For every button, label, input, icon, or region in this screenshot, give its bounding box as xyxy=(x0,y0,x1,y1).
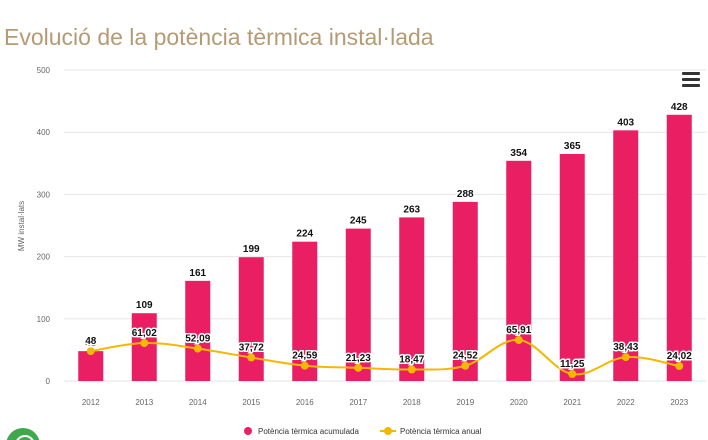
y-axis-label: MW instal·lats xyxy=(17,201,26,251)
x-tick-label: 2017 xyxy=(349,398,367,407)
line-point[interactable] xyxy=(354,363,363,372)
bar-data-label: 263 xyxy=(403,204,420,215)
y-tick-label: 300 xyxy=(37,190,51,199)
bar-data-label: 161 xyxy=(189,268,206,279)
bar-series xyxy=(78,114,692,381)
x-tick-label: 2023 xyxy=(670,398,688,407)
bar-data-label: 428 xyxy=(671,102,688,113)
chart-legend: Potència tèrmica acumulada Potència tèrm… xyxy=(244,427,482,436)
x-tick-label: 2022 xyxy=(617,398,635,407)
legend-line-dot[interactable] xyxy=(384,427,392,435)
line-data-label: 21,23 xyxy=(346,353,371,364)
legend-bar-marker[interactable] xyxy=(244,427,252,435)
line-data-label: 24,02 xyxy=(667,351,692,362)
line-data-label: 61,02 xyxy=(132,328,157,339)
bar[interactable] xyxy=(185,280,211,381)
bar-data-label: 224 xyxy=(296,229,313,240)
x-tick-label: 2016 xyxy=(296,398,314,407)
line-point[interactable] xyxy=(140,339,149,348)
bar-data-label: 109 xyxy=(136,300,153,311)
bar[interactable] xyxy=(506,160,532,381)
x-tick-label: 2014 xyxy=(189,398,207,407)
hamburger-menu-icon[interactable] xyxy=(682,72,700,88)
bar[interactable] xyxy=(345,228,371,381)
x-tick-label: 2012 xyxy=(82,398,100,407)
line-series-points xyxy=(86,336,684,379)
line-point[interactable] xyxy=(621,353,630,362)
x-tick-label: 2013 xyxy=(135,398,153,407)
line-point[interactable] xyxy=(300,361,309,370)
line-series-path xyxy=(90,339,680,376)
line-data-label: 24,52 xyxy=(453,351,478,362)
line-data-label: 18,47 xyxy=(399,355,424,366)
y-tick-label: 400 xyxy=(37,128,51,137)
bar-data-label: 365 xyxy=(564,141,581,152)
line-data-label: 37,72 xyxy=(239,343,264,354)
line-data-label: 65,91 xyxy=(506,325,531,336)
bar[interactable] xyxy=(559,153,585,381)
line-data-label: 24,59 xyxy=(292,351,317,362)
line-point[interactable] xyxy=(86,347,95,356)
line-point[interactable] xyxy=(514,336,523,345)
line-point[interactable] xyxy=(247,353,256,362)
bar-data-label: 403 xyxy=(617,117,634,128)
bar-data-label: 48 xyxy=(85,338,97,349)
line-point[interactable] xyxy=(568,370,577,379)
line-data-label: 38,43 xyxy=(613,342,638,353)
y-axis-ticks: 0 100 200 300 400 500 xyxy=(37,66,51,386)
y-tick-label: 100 xyxy=(37,315,51,324)
bar-data-label: 288 xyxy=(457,189,474,200)
line-point[interactable] xyxy=(461,361,470,370)
bar-data-label: 245 xyxy=(350,216,367,227)
bar-data-label: 199 xyxy=(243,244,260,255)
line-point[interactable] xyxy=(193,344,202,353)
bar[interactable] xyxy=(238,257,264,381)
bar[interactable] xyxy=(399,217,425,381)
line-data-label: 52,09 xyxy=(185,334,210,345)
data-labels: 481091611992242452632883543654034284861,… xyxy=(84,100,694,371)
x-axis-ticks: 2012 2013 2014 2015 2016 2017 2018 2019 2020 2021… xyxy=(82,398,689,407)
x-tick-label: 2019 xyxy=(456,398,474,407)
bar[interactable] xyxy=(613,130,639,381)
bar[interactable] xyxy=(78,351,104,381)
green-badge-icon[interactable] xyxy=(6,428,40,440)
x-tick-label: 2015 xyxy=(242,398,260,407)
y-tick-label: 0 xyxy=(46,377,51,386)
bar[interactable] xyxy=(666,114,692,381)
bar[interactable] xyxy=(131,313,157,381)
legend-line-label[interactable]: Potència tèrmica anual xyxy=(400,427,482,436)
bar-data-label: 354 xyxy=(510,148,527,159)
chart-title: Evolució de la potència tèrmica instal·l… xyxy=(4,24,434,50)
line-data-label: 11,25 xyxy=(560,359,585,370)
x-tick-label: 2018 xyxy=(403,398,421,407)
bar[interactable] xyxy=(292,241,318,381)
legend-bar-label[interactable]: Potència tèrmica acumulada xyxy=(258,427,359,436)
grid-lines xyxy=(64,69,706,382)
line-data-label: 48 xyxy=(85,336,97,347)
x-tick-label: 2021 xyxy=(563,398,581,407)
line-point[interactable] xyxy=(675,362,684,371)
y-tick-label: 200 xyxy=(37,253,51,262)
x-tick-label: 2020 xyxy=(510,398,528,407)
bar[interactable] xyxy=(452,201,478,381)
y-tick-label: 500 xyxy=(37,66,51,75)
line-point[interactable] xyxy=(407,365,416,374)
